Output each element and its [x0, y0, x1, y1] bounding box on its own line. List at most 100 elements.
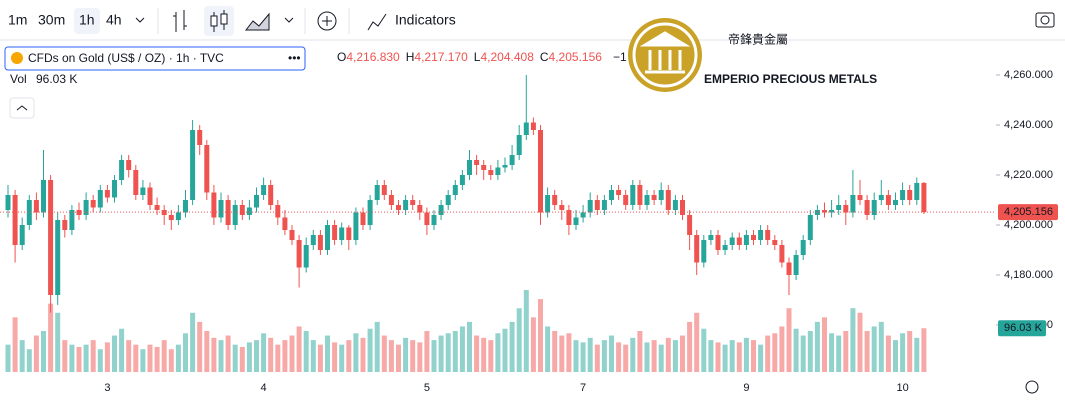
compare-icon[interactable] — [317, 11, 337, 31]
volume-bar — [388, 340, 394, 372]
volume-bar — [552, 331, 558, 372]
candles-icon — [210, 15, 218, 27]
candle-body — [332, 225, 338, 240]
area-icon[interactable] — [244, 12, 270, 31]
volume-bar — [893, 340, 898, 372]
volume-bar — [665, 337, 671, 372]
volume-bar — [509, 321, 515, 372]
volume-bar — [183, 333, 188, 372]
volume-bar — [758, 344, 764, 372]
candle-body — [445, 195, 451, 205]
candle-body — [275, 205, 281, 218]
volume-bar — [168, 349, 174, 372]
bars-icon[interactable] — [173, 10, 187, 32]
candle-body — [325, 225, 330, 250]
volume-bar — [793, 328, 799, 372]
volume-bar — [850, 308, 856, 372]
volume-bar — [722, 344, 728, 372]
candle-body — [680, 200, 685, 215]
chart-type-menu[interactable] — [284, 17, 294, 23]
ohlc-key: H — [406, 50, 415, 64]
volume-bar — [580, 342, 586, 372]
volume-bar — [516, 308, 522, 372]
interval[interactable]: 4h — [106, 12, 122, 28]
settings-icon[interactable] — [1025, 380, 1039, 394]
interval[interactable]: 1m — [8, 12, 27, 28]
x-tick-label: 3 — [104, 382, 110, 394]
candle-body — [630, 185, 636, 205]
y-tick-label: 4,220.000 — [1004, 169, 1053, 181]
candle-body — [232, 205, 238, 225]
volume-bar — [261, 333, 267, 372]
candle-body — [736, 237, 742, 245]
collapse-button[interactable] — [9, 97, 35, 119]
indicators-icon[interactable] — [367, 13, 387, 31]
candle-body — [566, 210, 572, 225]
volume-bar — [19, 340, 25, 372]
candle-body — [211, 192, 217, 218]
volume-bar — [885, 335, 891, 372]
candle-body — [722, 245, 728, 250]
change: −1 — [613, 50, 627, 64]
volume-bar — [97, 349, 103, 372]
candle-body — [701, 240, 707, 263]
candle-body — [69, 210, 75, 230]
volume-bar — [864, 331, 870, 372]
volume-bar — [381, 335, 387, 372]
volume-bar — [374, 321, 380, 372]
interval[interactable]: 30m — [38, 12, 65, 28]
volume-bar — [403, 337, 409, 372]
volume-bar — [289, 335, 295, 372]
x-tick-label: 7 — [580, 382, 586, 394]
symbol-box[interactable] — [4, 46, 306, 71]
volume-bar — [5, 344, 11, 372]
volume-bar — [410, 340, 416, 372]
volume-bar — [538, 299, 543, 372]
volume-bar — [62, 340, 68, 372]
candle-body — [190, 130, 196, 200]
candle-body — [573, 217, 579, 225]
volume-bar — [914, 337, 920, 372]
volume-bar — [104, 342, 110, 372]
candle-body — [822, 210, 827, 213]
candle-body — [119, 160, 125, 180]
volume-bar — [133, 344, 139, 372]
ohlc-key: C — [540, 50, 549, 64]
candle-body — [55, 220, 61, 295]
candle-body — [609, 190, 614, 200]
snapshot-icon[interactable] — [1035, 12, 1055, 28]
candle-body — [417, 205, 423, 213]
candle-body — [743, 235, 749, 245]
volume-bar — [147, 344, 153, 372]
volume-bar — [587, 337, 593, 372]
candle-body — [140, 187, 146, 195]
interval[interactable]: 1h — [79, 12, 95, 28]
candle-body — [360, 212, 366, 225]
indicators-button[interactable]: Indicators — [395, 12, 456, 28]
more[interactable]: ••• — [288, 51, 301, 65]
interval-menu[interactable] — [135, 17, 145, 23]
volume-bar — [367, 328, 373, 372]
logo-english: EMPERIO PRECIOUS METALS — [704, 72, 877, 86]
volume-bar — [765, 335, 771, 372]
candle-body — [488, 170, 494, 175]
volume-bar — [204, 331, 210, 372]
candle-body — [715, 235, 721, 250]
volume-bar — [843, 331, 849, 372]
candle-body — [523, 122, 529, 135]
volume-bar — [431, 340, 437, 372]
volume-bar — [154, 346, 160, 372]
volume-bar — [814, 321, 820, 372]
volume-bar — [672, 340, 678, 372]
x-tick-label: 4 — [261, 382, 267, 394]
ohlc-key: O — [337, 50, 346, 64]
volume-bar — [921, 328, 927, 372]
candle-body — [438, 205, 444, 215]
x-tick-label: 10 — [896, 382, 908, 394]
candle-body — [814, 210, 820, 215]
volume-bar — [275, 344, 281, 372]
candle-body — [658, 190, 664, 200]
candle-body — [388, 195, 394, 205]
candle-body — [97, 190, 103, 208]
volume-bar — [55, 312, 61, 372]
